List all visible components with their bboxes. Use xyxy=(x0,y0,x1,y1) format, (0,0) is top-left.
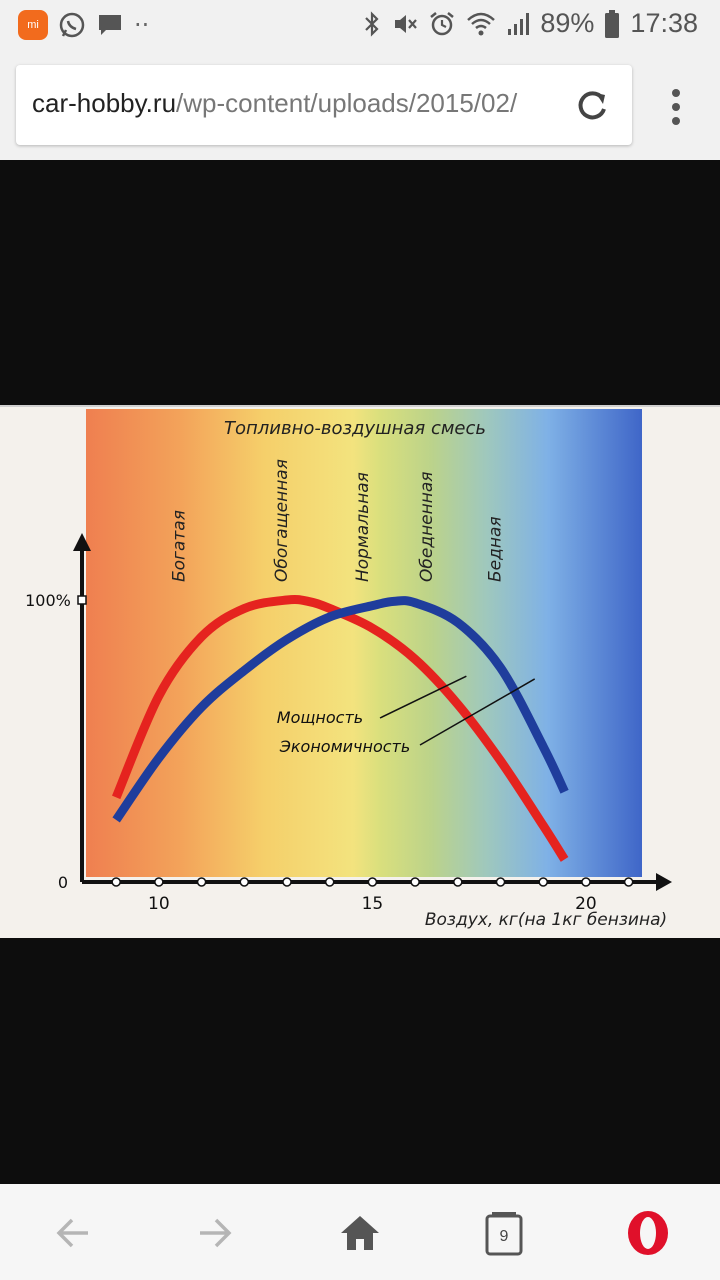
url-host: car-hobby.ru xyxy=(32,88,177,118)
page-content: Топливно-воздушная смесь Богатая Обогащен… xyxy=(0,160,720,1184)
url-text[interactable]: car-hobby.ru/wp-content/uploads/2015/02/ xyxy=(32,88,552,119)
x-axis-arrow xyxy=(656,873,672,891)
power-curve xyxy=(112,595,569,862)
battery-icon xyxy=(605,9,620,38)
url-path: /wp-content/uploads/2015/02/ xyxy=(176,88,518,118)
x-tick-mark xyxy=(324,877,335,887)
back-arrow-icon[interactable] xyxy=(48,1208,98,1258)
legend-power-label: Мощность xyxy=(277,708,363,727)
battery-percent: 89% xyxy=(540,8,595,38)
reload-icon[interactable] xyxy=(572,85,612,125)
bottom-navigation: 9 xyxy=(0,1184,720,1280)
x-tick-mark xyxy=(623,877,634,887)
x-tick-label: 15 xyxy=(362,894,384,914)
status-bar: mi ·· xyxy=(0,0,720,50)
zone-label: Богатая xyxy=(169,510,189,582)
more-notifications-icon: ·· xyxy=(134,11,150,39)
fuel-mixture-chart: Топливно-воздушная смесь Богатая Обогащен… xyxy=(25,409,672,930)
legend-economy-label: Экономичность xyxy=(279,737,411,756)
signal-icon xyxy=(508,12,530,35)
clock: 17:38 xyxy=(630,8,698,38)
menu-dots-icon[interactable] xyxy=(660,88,692,128)
forward-arrow-icon[interactable] xyxy=(190,1208,240,1258)
y-axis-arrow xyxy=(73,533,91,551)
x-tick-mark xyxy=(581,877,591,887)
browser-toolbar: car-hobby.ru/wp-content/uploads/2015/02/ xyxy=(0,50,720,160)
zone-labels: Богатая Обогащенная Нормальная Обедненная Бе… xyxy=(169,459,505,582)
x-tick-mark xyxy=(111,877,121,887)
y-tick-label: 100% xyxy=(25,591,71,610)
legend-power-leader xyxy=(379,675,467,719)
zone-label: Бедная xyxy=(486,516,506,582)
x-tick-mark xyxy=(196,877,207,887)
x-tick-label: 10 xyxy=(148,894,170,914)
tabs-count: 9 xyxy=(500,1228,509,1245)
zone-label: Нормальная xyxy=(353,472,373,582)
bluetooth-icon xyxy=(365,10,379,37)
address-bar[interactable]: car-hobby.ru/wp-content/uploads/2015/02/ xyxy=(16,65,632,145)
whatsapp-icon xyxy=(59,12,85,38)
message-icon xyxy=(99,15,121,35)
x-tick-mark xyxy=(453,877,463,887)
x-tick-mark xyxy=(538,877,548,887)
zone-label: Обогащенная xyxy=(272,459,292,582)
x-tick-mark xyxy=(410,877,420,887)
home-icon[interactable] xyxy=(335,1208,385,1258)
economy-curve xyxy=(112,596,569,823)
x-tick-mark xyxy=(154,877,164,887)
chart-title: Топливно-воздушная смесь xyxy=(224,418,486,439)
zone-label: Обедненная xyxy=(417,471,437,582)
y-tick-mark xyxy=(77,595,87,605)
chart-legend: Мощность Экономичность xyxy=(277,675,536,756)
x-tick-mark xyxy=(367,877,378,887)
opera-logo-icon[interactable] xyxy=(623,1208,673,1258)
status-bar-left: mi ·· xyxy=(18,10,149,40)
x-axis-label: Воздух, кг(на 1кг бензина) xyxy=(425,910,667,930)
mute-icon xyxy=(395,14,418,33)
tabs-icon: 9 xyxy=(485,1212,523,1256)
chart-series xyxy=(112,595,569,862)
axis-ticks: 10 15 20 100% 0 xyxy=(25,591,634,914)
alarm-icon xyxy=(430,11,455,35)
x-tick-mark xyxy=(495,877,506,887)
legend-economy-leader xyxy=(419,678,536,746)
tabs-button[interactable]: 9 xyxy=(478,1208,528,1258)
x-tick-label: 20 xyxy=(575,894,597,914)
mixture-zone-background xyxy=(86,409,642,877)
chart-image: Топливно-воздушная смесь Богатая Обогащен… xyxy=(0,405,720,938)
x-tick-mark xyxy=(239,877,250,887)
mi-icon: mi xyxy=(18,10,48,40)
x-tick-mark xyxy=(282,877,292,887)
status-bar-right: 89% 17:38 xyxy=(362,8,698,39)
y-tick-label: 0 xyxy=(58,873,68,892)
wifi-icon xyxy=(467,12,496,35)
